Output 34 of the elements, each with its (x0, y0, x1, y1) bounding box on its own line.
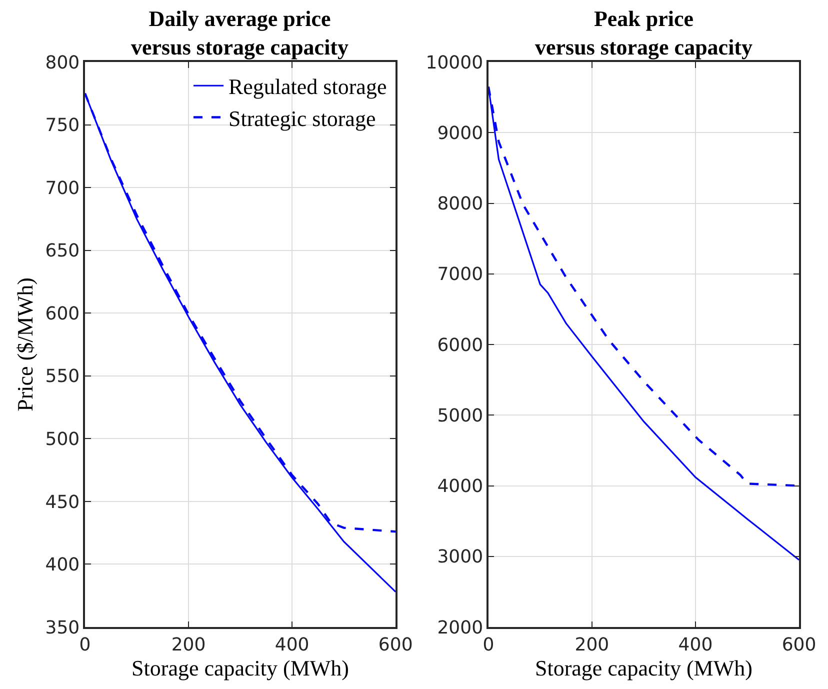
y-tick-label: 750 (45, 115, 80, 136)
y-tick-label: 8000 (437, 194, 484, 215)
y-tick-label: 5000 (437, 405, 484, 426)
x-tick-label: 0 (482, 634, 494, 656)
y-tick-label: 3000 (437, 546, 484, 568)
y-axis-title: Price ($/MWh) (12, 278, 38, 412)
y-tick-label: 350 (45, 617, 80, 638)
legend-label: Strategic storage (228, 106, 376, 131)
y-tick-label: 650 (45, 240, 80, 262)
y-tick-label: 500 (45, 428, 80, 450)
x-tick-label: 600 (378, 634, 413, 656)
y-tick-label: 7000 (437, 264, 484, 286)
x-tick-label: 600 (782, 634, 816, 656)
y-tick-label: 2000 (437, 617, 484, 638)
y-tick-label: 800 (45, 52, 80, 74)
x-axis-title: Storage capacity (MWh) (132, 655, 350, 680)
y-tick-label: 550 (45, 366, 80, 388)
x-axis-title: Storage capacity (MWh) (534, 655, 752, 680)
chart-title: Peak price versus storage capacity (535, 6, 753, 60)
x-tick-label: 200 (574, 634, 610, 656)
y-tick-label: 700 (45, 178, 80, 199)
x-tick-label: 400 (678, 634, 713, 656)
x-tick-label: 0 (79, 634, 91, 656)
y-tick-label: 9000 (437, 122, 484, 144)
y-tick-label: 450 (45, 492, 80, 513)
y-tick-label: 6000 (437, 334, 484, 356)
x-tick-label: 400 (274, 634, 310, 656)
y-tick-label: 10000 (426, 52, 484, 74)
y-tick-label: 4000 (437, 476, 484, 498)
x-tick-label: 200 (171, 634, 206, 656)
y-tick-label: 400 (45, 554, 80, 576)
legend-label: Regulated storage (228, 74, 387, 100)
y-tick-label: 600 (45, 303, 80, 324)
chart-title: Daily average price versus storage capacity (131, 6, 349, 60)
